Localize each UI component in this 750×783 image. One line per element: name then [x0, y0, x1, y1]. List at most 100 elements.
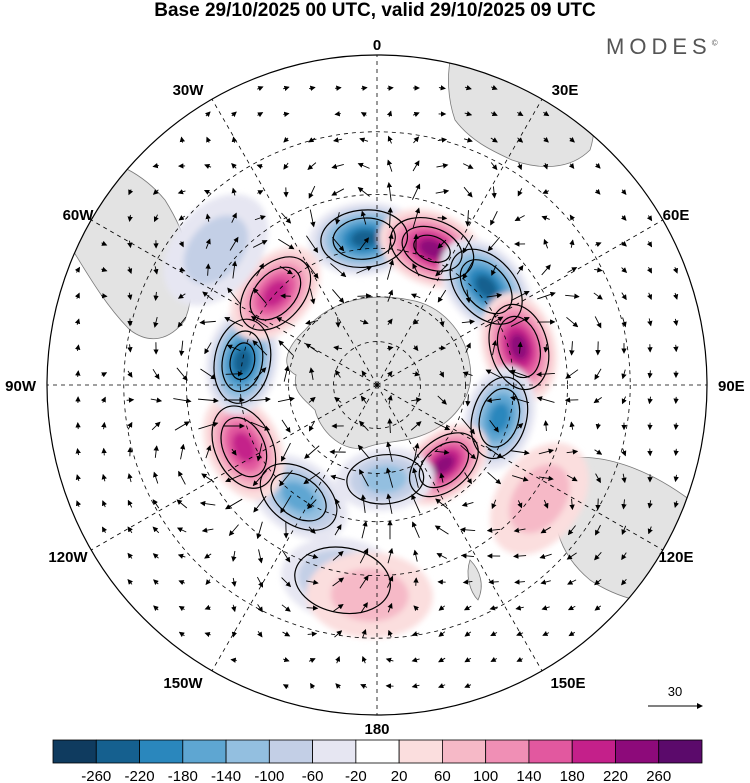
- wind-vector: [335, 498, 341, 509]
- wind-vector: [512, 475, 529, 482]
- wind-vector: [277, 396, 295, 403]
- wind-vector: [569, 421, 575, 430]
- wind-vector: [306, 605, 319, 611]
- wind-vector: [412, 345, 419, 352]
- wind-vector: [386, 493, 393, 514]
- colorbar-tick-label: -140: [211, 768, 241, 783]
- wind-vector: [101, 421, 107, 430]
- wind-vector: [333, 137, 343, 143]
- modes-logo: MODES©: [606, 34, 718, 60]
- wind-vector: [179, 136, 186, 143]
- wind-vector: [594, 267, 603, 273]
- wind-vector: [253, 367, 267, 381]
- wind-vector: [435, 449, 450, 455]
- colorbar-tick-label: -20: [345, 768, 367, 783]
- wind-vector: [647, 292, 653, 300]
- wind-vector: [412, 371, 421, 377]
- wind-vector: [74, 266, 81, 273]
- anomaly-contour: [413, 234, 451, 263]
- wind-vector: [436, 163, 449, 169]
- reference-vector-label: 30: [668, 684, 682, 699]
- wind-vector: [516, 656, 523, 662]
- anomaly-contour: [346, 453, 425, 505]
- wind-vector: [386, 441, 393, 462]
- wind-vector: [543, 499, 549, 509]
- wind-vector: [411, 631, 420, 637]
- wind-vector: [306, 553, 319, 559]
- wind-vector: [621, 499, 627, 510]
- wind-vector: [387, 135, 393, 144]
- wind-vector: [74, 318, 81, 325]
- wind-vector: [510, 396, 530, 404]
- wind-vector: [331, 163, 344, 170]
- wind-vector: [257, 631, 263, 638]
- wind-vector: [179, 443, 186, 460]
- wind-vector: [513, 553, 527, 559]
- wind-vector: [539, 553, 552, 560]
- wind-vector: [309, 288, 316, 305]
- wind-vector: [386, 259, 395, 280]
- wind-vector: [256, 262, 264, 277]
- wind-vector: [411, 657, 420, 663]
- wind-vector: [387, 85, 394, 91]
- wind-vector: [621, 317, 627, 328]
- wind-vector: [568, 631, 576, 637]
- wind-vector: [435, 263, 449, 277]
- colorbar-tick-label: -100: [254, 768, 284, 783]
- wind-vector: [386, 181, 393, 202]
- wind-vector: [517, 423, 524, 429]
- wind-vector: [177, 553, 186, 559]
- wind-vector: [153, 605, 159, 611]
- wind-vector: [510, 291, 530, 301]
- wind-vector: [438, 657, 446, 663]
- anomaly-contour: [211, 405, 277, 489]
- meridian-line: [211, 99, 378, 386]
- wind-vector: [252, 470, 267, 487]
- wind-vector: [179, 266, 186, 273]
- wind-vector: [253, 287, 267, 304]
- wind-vector: [486, 527, 501, 533]
- colorbar-tick-label: 180: [560, 768, 585, 783]
- wind-vector: [543, 344, 549, 353]
- wind-vector: [206, 136, 212, 143]
- wind-vector: [153, 579, 159, 585]
- wind-vector: [360, 112, 367, 118]
- wind-vector: [360, 210, 367, 225]
- wind-vector: [332, 577, 345, 587]
- wind-vector: [308, 137, 316, 143]
- wind-vector: [253, 240, 268, 248]
- wind-vector: [101, 473, 107, 482]
- wind-vector: [280, 293, 291, 299]
- anomaly-contours: [211, 209, 550, 615]
- meridian-line: [376, 384, 543, 671]
- meridian-line: [91, 219, 378, 386]
- wind-vector: [173, 398, 192, 404]
- wind-vector: [309, 367, 315, 380]
- wind-vector: [153, 266, 159, 275]
- wind-vector: [439, 370, 444, 378]
- wind-vector: [411, 494, 421, 514]
- wind-vector: [256, 443, 263, 462]
- wind-vector: [101, 447, 107, 456]
- wind-vector: [152, 553, 159, 559]
- wind-vector: [621, 369, 627, 380]
- wind-vector: [647, 266, 652, 274]
- modes-logo-text: MODES: [606, 34, 712, 59]
- wind-vector: [178, 631, 185, 638]
- wind-vector: [176, 527, 187, 533]
- wind-vector: [253, 495, 267, 513]
- colorbar-tick-label: -60: [302, 768, 324, 783]
- wind-vector: [490, 137, 498, 143]
- graticule: [47, 55, 707, 715]
- meridian-line: [211, 384, 378, 671]
- wind-vector: [567, 267, 578, 273]
- wind-vector: [203, 189, 212, 195]
- wind-vector: [594, 449, 603, 455]
- wind-vector: [462, 371, 473, 377]
- wind-vector: [152, 368, 160, 380]
- wind-vector: [438, 605, 446, 611]
- wind-vector: [386, 575, 394, 588]
- colorbar-tick-label: -220: [125, 768, 155, 783]
- wind-vector: [460, 444, 477, 460]
- wind-vector: [438, 85, 446, 91]
